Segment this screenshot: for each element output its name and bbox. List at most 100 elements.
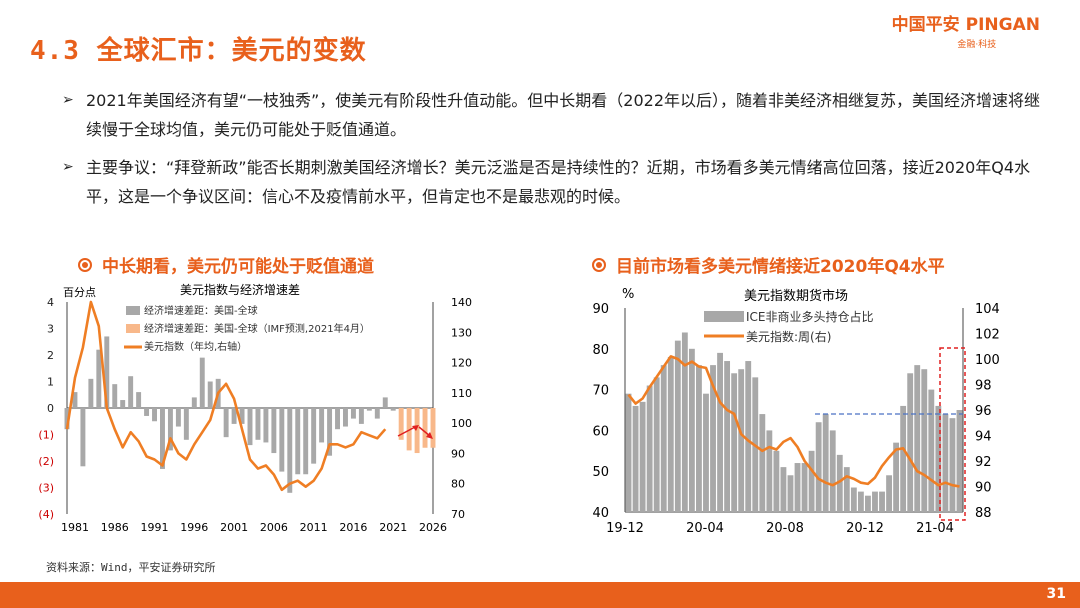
bar-growth-gap <box>88 378 94 408</box>
bar-ice-long <box>780 467 787 512</box>
dollar-index-line <box>65 300 387 492</box>
x-tick-label: 21-04 <box>916 521 954 536</box>
bar-ice-long <box>893 442 900 512</box>
bar-ice-long <box>703 393 709 512</box>
bar-ice-long <box>879 491 885 512</box>
source-note: 资料来源：Wind，平安证券研究所 <box>46 561 216 574</box>
y-tick-label: 0 <box>47 402 54 415</box>
bar-ice-long <box>688 348 695 512</box>
x-tick-label: 2011 <box>300 521 328 534</box>
y2-tick-label: 88 <box>975 506 992 521</box>
x-tick-label: 2021 <box>379 521 407 534</box>
y-tick-label: 4 <box>47 296 54 309</box>
bar-ice-long <box>801 463 808 512</box>
bar-ice-long <box>759 414 766 512</box>
y2-tick-label: 140 <box>451 296 472 309</box>
bar-ice-long <box>653 377 660 512</box>
bar-ice-long <box>850 487 857 512</box>
bar-ice-long <box>632 405 639 512</box>
bar-growth-gap <box>327 408 333 456</box>
bar-growth-gap <box>104 336 110 408</box>
bar-growth-gap <box>128 376 134 408</box>
arrow-bullet-icon: ➢ <box>62 159 74 175</box>
bar-growth-gap <box>350 408 356 419</box>
bullet-list: ➢ 2021年美国经济有望“一枝独秀”，使美元有阶段性升值动能。但中长期看（202… <box>62 86 1042 220</box>
y2-tick-label: 102 <box>975 328 1000 343</box>
x-tick-label: 2016 <box>339 521 367 534</box>
bar-growth-gap <box>231 408 237 424</box>
y-tick-label: 3 <box>47 323 54 336</box>
bar-ice-long <box>843 467 850 512</box>
legend-swatch <box>126 306 140 315</box>
bar-growth-gap <box>358 408 364 424</box>
right-chart-heading: 目前市场看多美元情绪接近2020年Q4水平 <box>592 252 945 277</box>
y-tick-label: (1) <box>38 429 54 442</box>
bar-growth-gap <box>207 381 213 408</box>
bar-growth-gap <box>374 408 380 419</box>
bar-ice-long <box>710 365 716 512</box>
bar-ice-long <box>907 373 914 512</box>
logo-en: PINGAN <box>965 15 1040 35</box>
bar-ice-long <box>674 340 681 512</box>
bar-imf-forecast <box>414 408 420 454</box>
bar-growth-gap <box>255 408 261 440</box>
x-tick-label: 2026 <box>419 521 447 534</box>
bar-growth-gap <box>223 408 229 438</box>
logo-cn: 中国平安 <box>891 15 960 35</box>
chart-title: 美元指数期货市场 <box>744 288 848 304</box>
bar-ice-long <box>865 495 871 512</box>
bar-growth-gap <box>191 397 197 408</box>
bar-growth-gap <box>136 392 142 408</box>
bar-ice-long <box>745 361 752 512</box>
bar-growth-gap <box>287 408 293 493</box>
bar-ice-long <box>815 422 822 512</box>
bar-imf-forecast <box>398 408 404 440</box>
legend-label: ICE非商业多头持仓占比 <box>746 309 874 324</box>
bar-growth-gap <box>152 408 157 422</box>
bar-growth-gap <box>72 392 78 408</box>
legend-swatch <box>704 311 744 322</box>
bar-ice-long <box>949 418 956 512</box>
bar-growth-gap <box>160 408 165 469</box>
bar-growth-gap <box>120 400 126 408</box>
legend-label: 美元指数:周(右) <box>746 329 831 344</box>
y2-tick-label: 80 <box>451 478 465 491</box>
y2-tick-label: 98 <box>975 379 992 394</box>
bar-ice-long <box>731 373 738 512</box>
bar-ice-long <box>724 361 731 512</box>
bar-ice-long <box>681 332 688 512</box>
y-tick-label: 1 <box>47 376 54 389</box>
bar-imf-forecast <box>422 408 428 448</box>
y-tick-label: (4) <box>38 508 54 521</box>
bar-growth-gap <box>263 408 269 443</box>
bar-growth-gap <box>311 408 317 464</box>
bar-growth-gap <box>144 408 150 416</box>
x-tick-label: 1981 <box>61 521 89 534</box>
y2-tick-label: 90 <box>451 447 465 460</box>
legend-label: 经济增速差距：美国-全球 <box>144 304 258 317</box>
x-tick-label: 20-12 <box>846 521 884 536</box>
bar-ice-long <box>942 414 949 512</box>
bar-ice-long <box>787 475 794 512</box>
bar-ice-long <box>808 450 815 512</box>
bullet-text: 2021年美国经济有望“一枝独秀”，使美元有阶段性升值动能。但中长期看（2022… <box>86 91 1041 139</box>
bar-growth-gap <box>96 349 102 408</box>
bar-ice-long <box>872 491 878 512</box>
y2-tick-label: 100 <box>451 417 472 430</box>
y-tick-label: (3) <box>38 482 54 495</box>
y2-tick-label: 120 <box>451 357 472 370</box>
bar-growth-gap <box>64 408 70 430</box>
bar-ice-long <box>900 405 907 512</box>
chart-title: 美元指数与经济增速差 <box>180 282 300 297</box>
bar-ice-long <box>667 356 674 512</box>
chart-legend: 经济增速差距：美国-全球 经济增速差距：美国-全球（IMF预测,2021年4月）… <box>124 304 370 353</box>
page-title: 4.3 全球汇市：美元的变数 <box>30 36 367 66</box>
legend-swatch <box>126 324 140 333</box>
y-axis-label: 百分点 <box>63 286 96 299</box>
page-number: 31 <box>1046 586 1066 602</box>
bar-imf-forecast <box>430 408 436 448</box>
bar-ice-long <box>886 475 892 512</box>
bar-growth-gap <box>271 408 277 454</box>
bar-ice-long <box>914 365 921 512</box>
